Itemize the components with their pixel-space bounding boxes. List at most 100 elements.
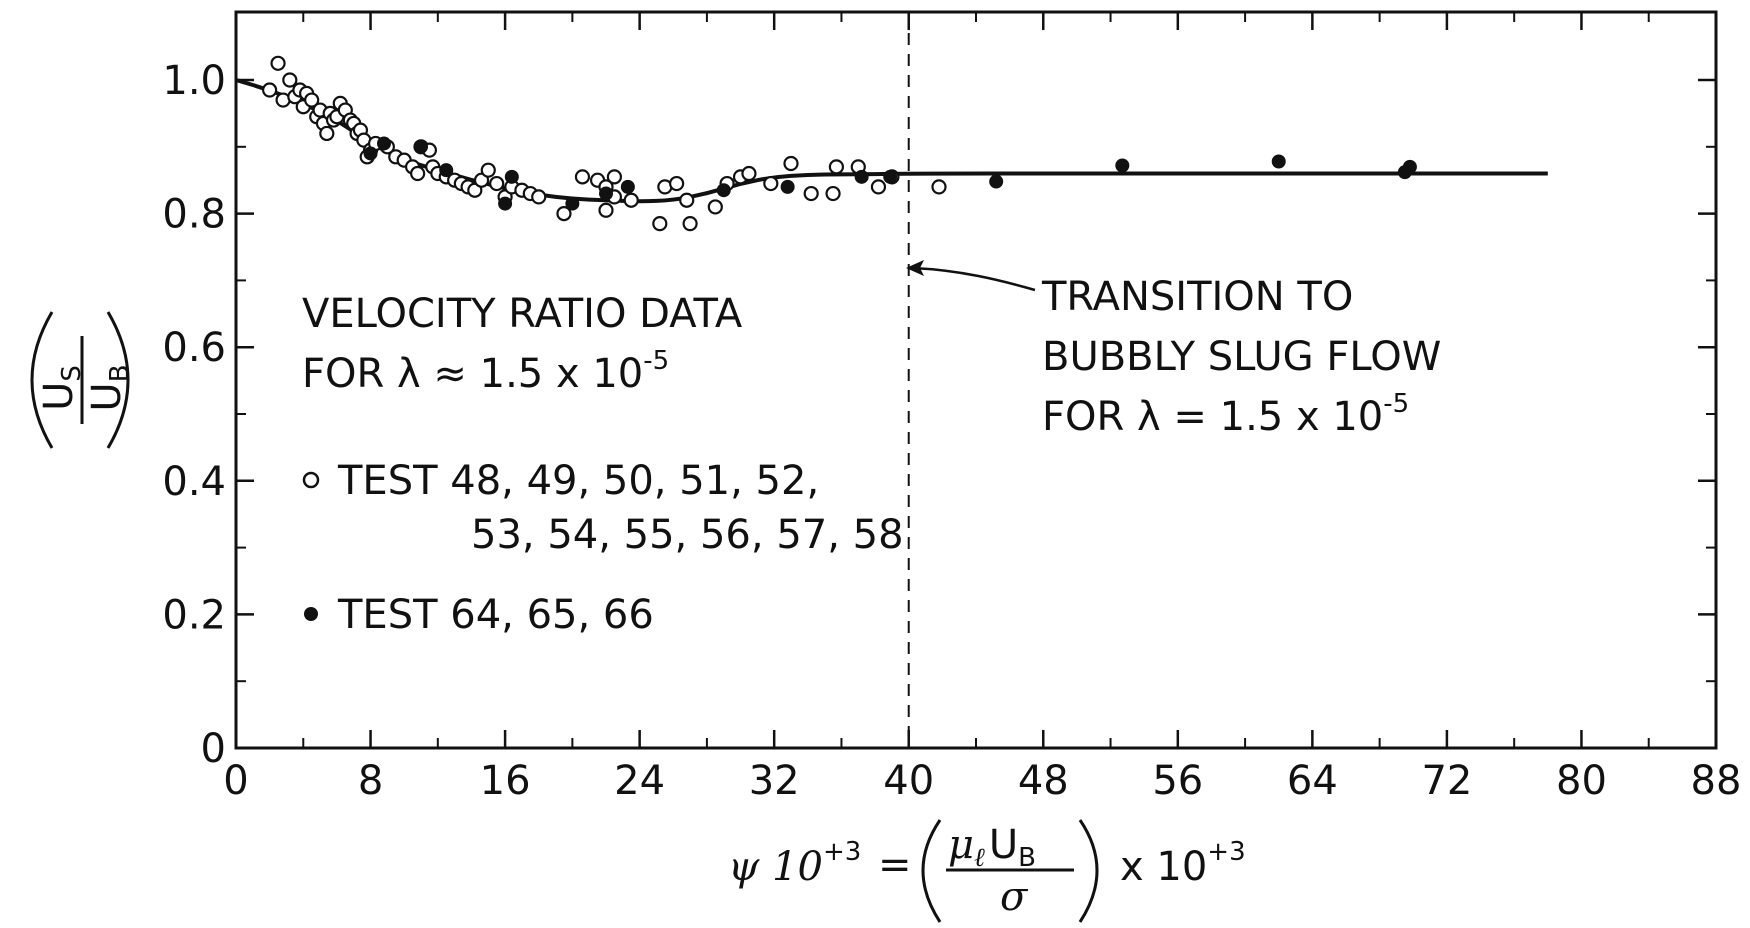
y-label-paren-right [106,311,130,449]
legend-open-label-line2: 53, 54, 55, 56, 57, 58 [471,512,904,558]
open-data-point [598,202,614,218]
x-tick-label: 80 [1556,758,1607,804]
axis-tick-labels: 0 8 16 24 32 40 48 56 64 72 80 88 0 0.2 0.4 0.6 0.8 1.0 [162,58,1741,804]
x-tick-label: 48 [1018,758,1069,804]
x-label-rhs-exp: +3 [1207,837,1245,867]
filled-data-point [1271,154,1286,169]
x-label-eq: = [878,842,912,888]
filled-data-point [565,196,580,211]
transition-annotation: TRANSITION TO BUBBLY SLUG FLOW FOR λ = 1… [906,260,1441,440]
x-tick-label: 88 [1691,758,1742,804]
x-label-rhs-text: x 10 [1120,844,1207,890]
x-tick-label: 0 [223,758,248,804]
annotation-line2: BUBBLY SLUG FLOW [1042,334,1441,380]
legend-filled-marker [304,607,318,621]
annotation-line3-text: FOR λ = 1.5 x 10 [1042,394,1383,440]
filled-data-point [363,146,378,161]
filled-data-point [1402,159,1417,174]
x-tick-label: 64 [1287,758,1338,804]
y-label-numerator: US [36,365,87,411]
x-label-lhs: ψ 10+3 [728,837,861,890]
filled-data-point [854,169,869,184]
annotation-line1: TRANSITION TO [1041,274,1353,320]
legend-open-marker [302,471,320,489]
open-data-point [803,185,819,202]
open-data-point [556,206,572,222]
x-tick-label: 8 [358,758,383,804]
filled-data-point [620,179,635,194]
x-label-lhs-exp: +3 [823,837,861,867]
legend-open-label-line1: TEST 48, 49, 50, 51, 52, [337,458,819,504]
legend-title-line2-text: FOR λ ≈ 1.5 x 10 [302,351,643,397]
open-data-point [489,175,505,192]
annotation-line3: FOR λ = 1.5 x 10-5 [1042,389,1409,440]
filled-data-point [883,169,898,184]
open-data-point [763,175,779,192]
x-tick-label: 72 [1421,758,1472,804]
x-label-mu: μ [948,822,974,868]
open-data-point [828,159,845,175]
x-label-rhs: x 10+3 [1120,837,1246,890]
y-label-paren-left [30,311,54,449]
x-label-frac-num: μℓ UB [948,822,1036,873]
x-label-lhs-text: ψ 10 [728,844,823,890]
open-data-point [669,175,685,192]
data-points [262,55,1417,232]
filled-data-point [989,174,1004,189]
open-data-point [262,82,278,98]
x-tick-label: 16 [480,758,531,804]
open-data-point [304,92,320,108]
open-data-point [480,162,496,178]
open-data-point [679,192,695,208]
open-data-point [707,199,723,215]
open-data-point [741,165,757,182]
annotation-line3-exp: -5 [1383,389,1409,419]
y-label-num-sub: S [57,365,87,382]
annotation-arrow-head [906,260,924,276]
open-data-point [652,216,668,232]
legend-title-line1: VELOCITY RATIO DATA [302,291,743,337]
filled-data-point [498,196,513,211]
filled-data-point [716,183,731,198]
x-tick-label: 40 [883,758,934,804]
open-data-point [682,216,698,232]
filled-data-point [1115,158,1130,173]
open-data-point [410,165,426,182]
open-data-point [825,185,841,202]
y-tick-label: 0.4 [162,459,226,505]
open-data-point [574,169,591,185]
open-data-point [870,179,887,195]
filled-data-point [439,163,454,178]
y-label-num-main: U [36,382,82,411]
x-tick-label: 32 [749,758,800,804]
x-label-paren-right [1078,819,1099,923]
open-data-point [931,179,947,195]
filled-data-point [504,169,519,184]
x-tick-label: 56 [1152,758,1203,804]
x-label-ub: U [989,822,1018,868]
filled-data-point [780,179,795,194]
filled-data-point [599,186,613,201]
y-label-denominator: UB [84,364,135,411]
annotation-arrow-shaft [911,266,1036,292]
x-label-paren-left [921,819,942,923]
y-tick-label: 0.8 [162,192,226,238]
open-data-point [270,55,286,71]
open-data-point [783,155,799,172]
filled-data-point [414,139,428,154]
legend-filled-label: TEST 64, 65, 66 [337,592,654,638]
open-data-point [531,189,547,205]
y-tick-label: 1.0 [162,58,226,104]
y-label-den-main: U [84,382,130,411]
x-label-ub-sub: B [1018,843,1036,873]
y-tick-label: 0.2 [162,592,226,638]
x-label-mu-sub: ℓ [974,843,985,873]
y-axis-label: US UB [30,311,135,449]
x-label-sigma: σ [1000,874,1029,920]
open-data-point [319,125,335,142]
legend: VELOCITY RATIO DATA FOR λ ≈ 1.5 x 10-5 T… [302,291,904,638]
open-data-point [623,192,639,208]
y-tick-label: 0.6 [162,325,226,371]
y-label-den-sub: B [105,364,135,382]
